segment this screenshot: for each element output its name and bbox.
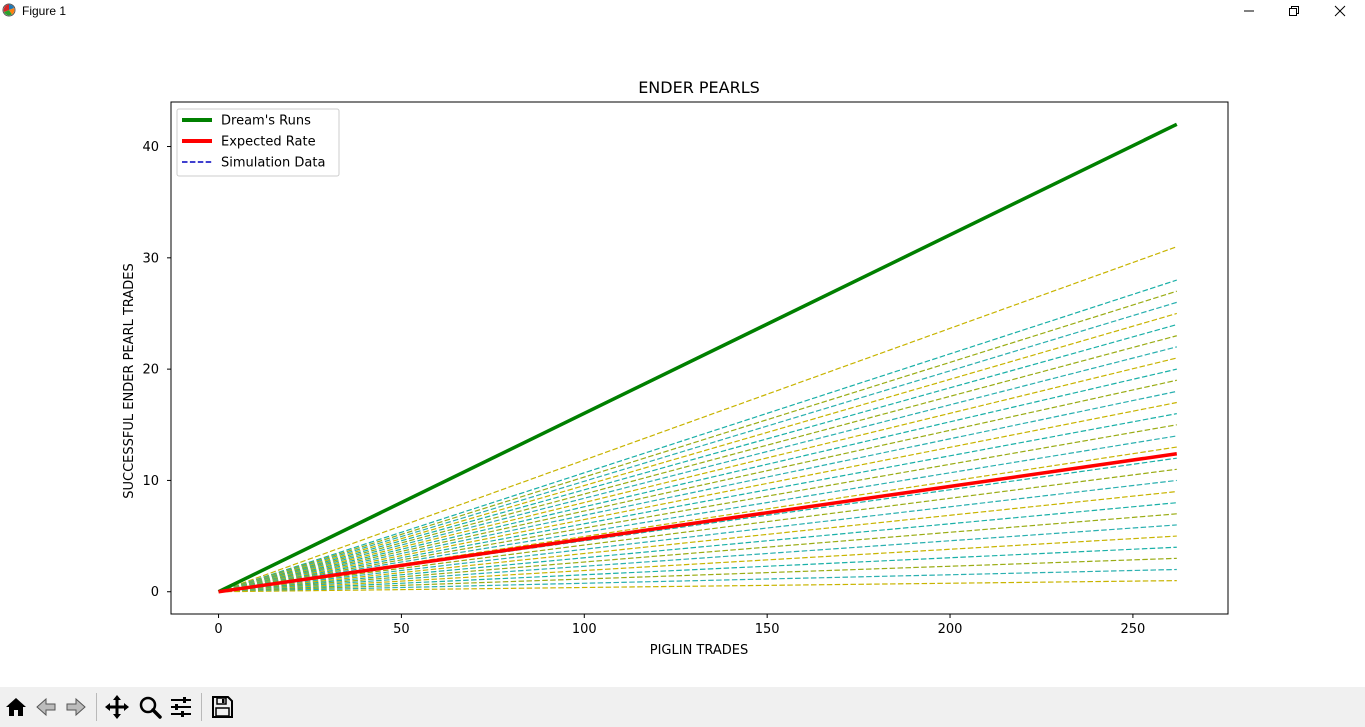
home-button[interactable] [1, 692, 31, 722]
simulation-line [218, 368, 1177, 593]
simulation-line [218, 413, 1177, 593]
y-tick-label: 30 [142, 251, 159, 266]
simulation-line [218, 424, 1177, 593]
pan-button[interactable] [102, 692, 132, 722]
simulation-line [218, 557, 1177, 593]
back-arrow-icon [36, 697, 56, 717]
series-line-expected-rate [218, 451, 1178, 594]
simulation-line [218, 524, 1177, 593]
simulation-line [218, 513, 1177, 593]
simulation-line [218, 312, 1177, 593]
simulation-lines [218, 246, 1177, 593]
legend-label-expected-rate: Expected Rate [221, 135, 316, 150]
title-bar: Figure 1 [0, 0, 1365, 22]
chart: 0 50 100 150 200 250 0 10 20 30 40 ENDER PEARLS P… [122, 78, 1229, 658]
figure-canvas[interactable]: 0 50 100 150 200 250 0 10 20 30 40 ENDER PEARLS P… [0, 22, 1365, 687]
y-axis: 0 10 20 30 40 [142, 140, 171, 600]
toolbar-separator [201, 693, 202, 721]
legend-box [176, 108, 340, 177]
legend-label-simulation-data: Simulation Data [221, 156, 325, 171]
simulation-line [218, 246, 1177, 593]
main-series-lines [217, 122, 1178, 594]
y-tick-label: 40 [142, 140, 159, 155]
sliders-icon [171, 697, 191, 717]
x-tick-label: 150 [755, 622, 780, 637]
zoom-button[interactable] [135, 692, 165, 722]
simulation-line [218, 379, 1177, 593]
simulation-line [218, 324, 1177, 593]
forward-arrow-icon [66, 697, 86, 717]
magnifier-icon [139, 696, 162, 719]
toolbar-separator [96, 693, 97, 721]
simulation-line [218, 468, 1177, 593]
simulation-line [218, 479, 1177, 593]
window-title: Figure 1 [22, 4, 67, 18]
legend-label-dreams-runs: Dream's Runs [221, 114, 311, 129]
simulation-line [218, 580, 1177, 593]
x-tick-label: 0 [214, 622, 222, 637]
simulation-line [218, 435, 1177, 593]
simulation-line [218, 335, 1177, 593]
close-button[interactable] [1317, 0, 1363, 22]
matplotlib-icon [2, 3, 16, 17]
x-axis-label: PIGLIN TRADES [650, 643, 749, 658]
x-tick-label: 250 [1120, 622, 1145, 637]
maximize-button[interactable] [1271, 0, 1317, 22]
y-tick-label: 10 [142, 474, 159, 489]
series-line-dreams-runs [217, 122, 1178, 594]
simulation-line [218, 357, 1177, 593]
simulation-line [218, 279, 1177, 593]
legend: Dream's Runs Expected Rate Simulation Da… [176, 108, 340, 177]
navigation-toolbar [0, 687, 1365, 727]
x-tick-label: 100 [572, 622, 597, 637]
x-axis: 0 50 100 150 200 250 [214, 614, 1145, 637]
simulation-line [218, 490, 1177, 593]
simulation-line [218, 290, 1177, 593]
simulation-line [218, 346, 1177, 593]
y-axis-label: SUCCESSFUL ENDER PEARL TRADES [122, 263, 137, 499]
configure-subplots-button[interactable] [166, 692, 196, 722]
minimize-icon [1244, 10, 1254, 12]
minimize-button[interactable] [1226, 0, 1272, 22]
simulation-line [218, 568, 1177, 593]
home-icon [6, 698, 26, 716]
back-button[interactable] [31, 692, 61, 722]
simulation-line [218, 535, 1177, 593]
save-button[interactable] [207, 692, 237, 722]
x-tick-label: 200 [938, 622, 963, 637]
axes-frame [170, 101, 1229, 615]
close-icon [1334, 5, 1346, 17]
y-tick-label: 20 [142, 363, 159, 378]
simulation-line [218, 546, 1177, 593]
restore-icon [1289, 6, 1299, 16]
y-tick-label: 0 [151, 585, 159, 600]
x-tick-label: 50 [393, 622, 410, 637]
floppy-disk-icon [212, 696, 233, 718]
forward-button[interactable] [61, 692, 91, 722]
simulation-line [218, 401, 1177, 593]
chart-title: ENDER PEARLS [638, 78, 760, 97]
simulation-line [218, 390, 1177, 593]
simulation-line [218, 301, 1177, 593]
move-icon [105, 695, 129, 719]
simulation-line [218, 502, 1177, 593]
